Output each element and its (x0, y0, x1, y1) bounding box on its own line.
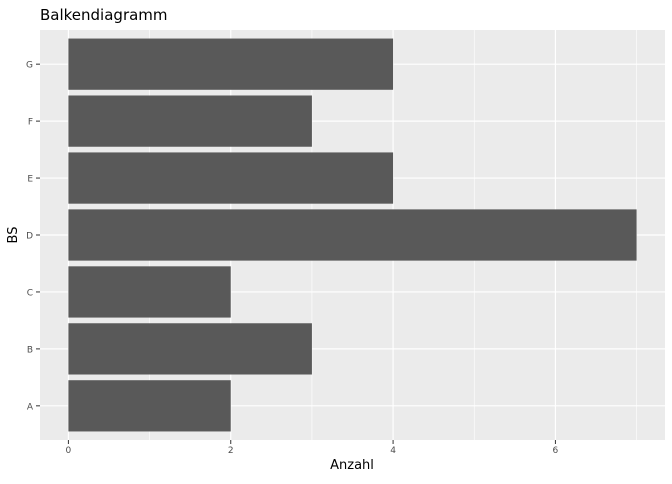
bar-A (68, 380, 231, 432)
y-tick-label: C (27, 288, 33, 298)
y-tick-label: E (27, 175, 33, 185)
x-tick-label: 4 (390, 446, 396, 456)
y-tick-label: A (27, 402, 34, 412)
chart-title: Balkendiagramm (40, 6, 168, 24)
bar-D (68, 209, 637, 261)
bar-E (68, 152, 394, 204)
x-tick-label: 0 (66, 446, 72, 456)
y-axis-label: BS (6, 227, 21, 244)
x-axis-label: Anzahl (330, 458, 374, 473)
bar-G (68, 38, 394, 90)
y-tick-label: G (26, 61, 33, 71)
y-tick-label: D (26, 232, 33, 242)
bar-C (68, 266, 231, 318)
y-tick-label: F (28, 118, 33, 128)
bar-F (68, 95, 312, 147)
x-tick-label: 2 (228, 446, 234, 456)
y-tick-label: B (27, 345, 33, 355)
x-tick-label: 6 (553, 446, 559, 456)
bar-B (68, 323, 312, 375)
